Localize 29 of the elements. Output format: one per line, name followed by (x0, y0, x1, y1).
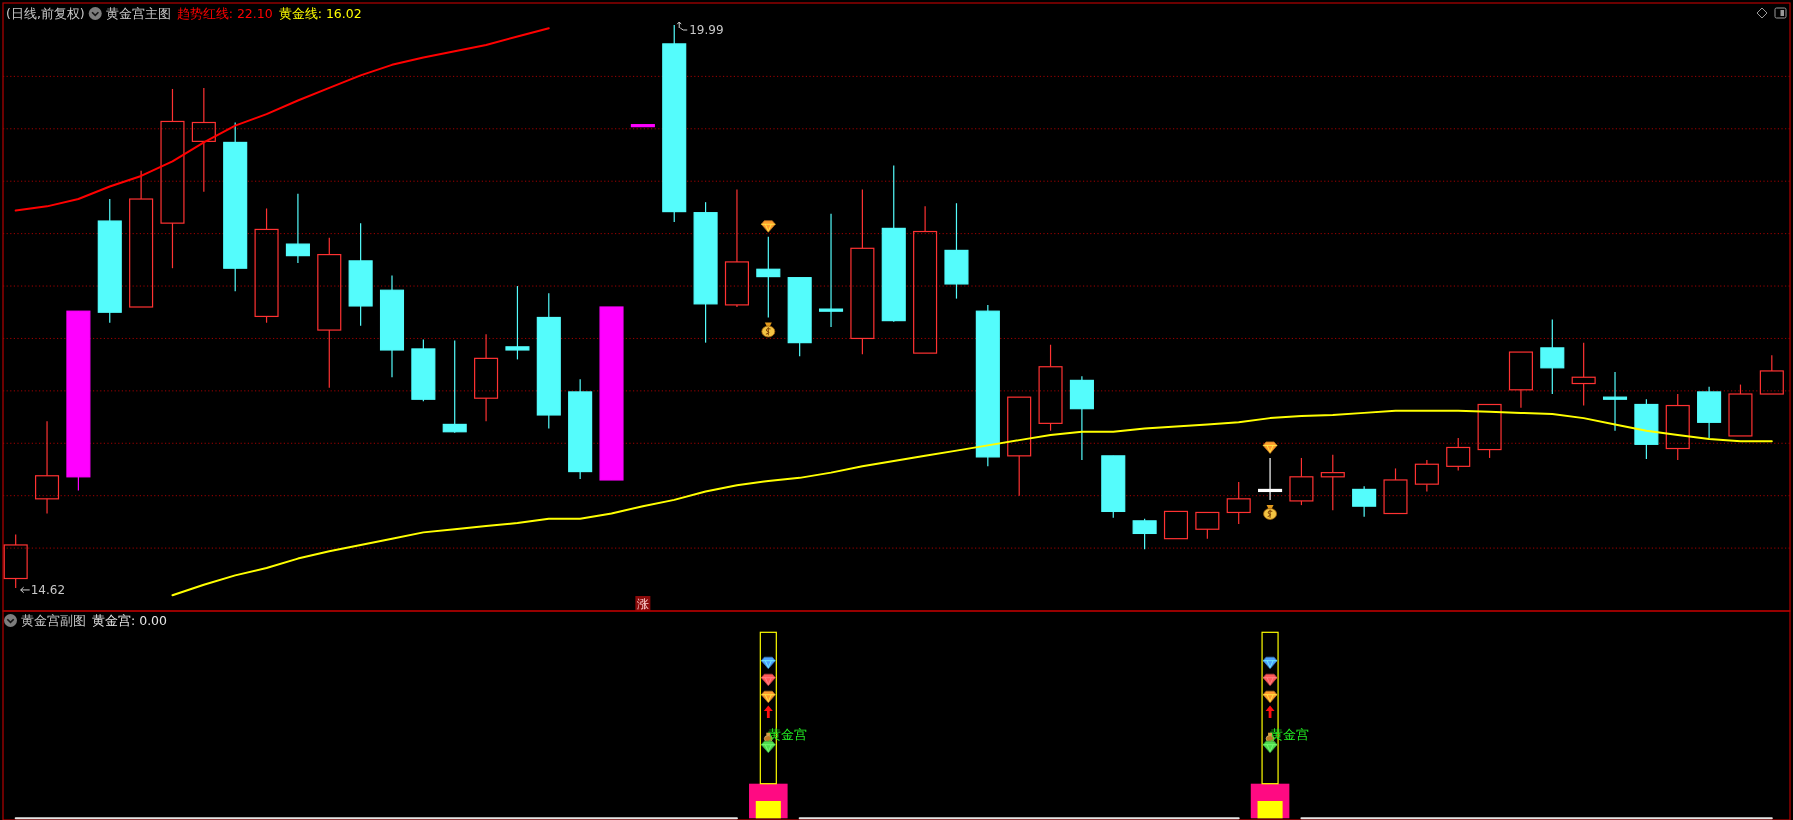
text: 黄金宫: 0.00 (92, 613, 168, 628)
chart-title: 黄金宫副图 (21, 613, 86, 628)
candlestick (1602, 371, 1628, 432)
candlestick (1571, 342, 1596, 407)
candlestick (129, 170, 154, 308)
chart-subtitle: (日线,前复权) (6, 6, 85, 21)
candlestick (756, 236, 781, 319)
candlestick (160, 88, 185, 269)
candlestick (1132, 518, 1157, 550)
candlestick (1352, 485, 1377, 518)
candlestick (474, 333, 499, 422)
candlestick (1007, 396, 1032, 497)
text: 黄金线: 16.02 (278, 6, 362, 21)
candlestick (1163, 510, 1189, 540)
annotation: 19.99 (689, 23, 724, 38)
candlestick (505, 285, 530, 361)
candlestick (1414, 459, 1439, 493)
candlestick (1258, 457, 1283, 501)
candlestick (1508, 351, 1533, 409)
annotation: 14.62 (30, 583, 66, 598)
chart-title: 黄金宫主图 (105, 6, 171, 21)
text: 趋势红线: 22.10 (176, 6, 273, 21)
candlestick (191, 87, 216, 193)
candlestick (1540, 318, 1565, 395)
candlestick (285, 193, 310, 264)
candlestick (442, 339, 467, 434)
candlestick (818, 213, 844, 328)
candlestick (913, 205, 938, 354)
candlestick (34, 420, 60, 515)
